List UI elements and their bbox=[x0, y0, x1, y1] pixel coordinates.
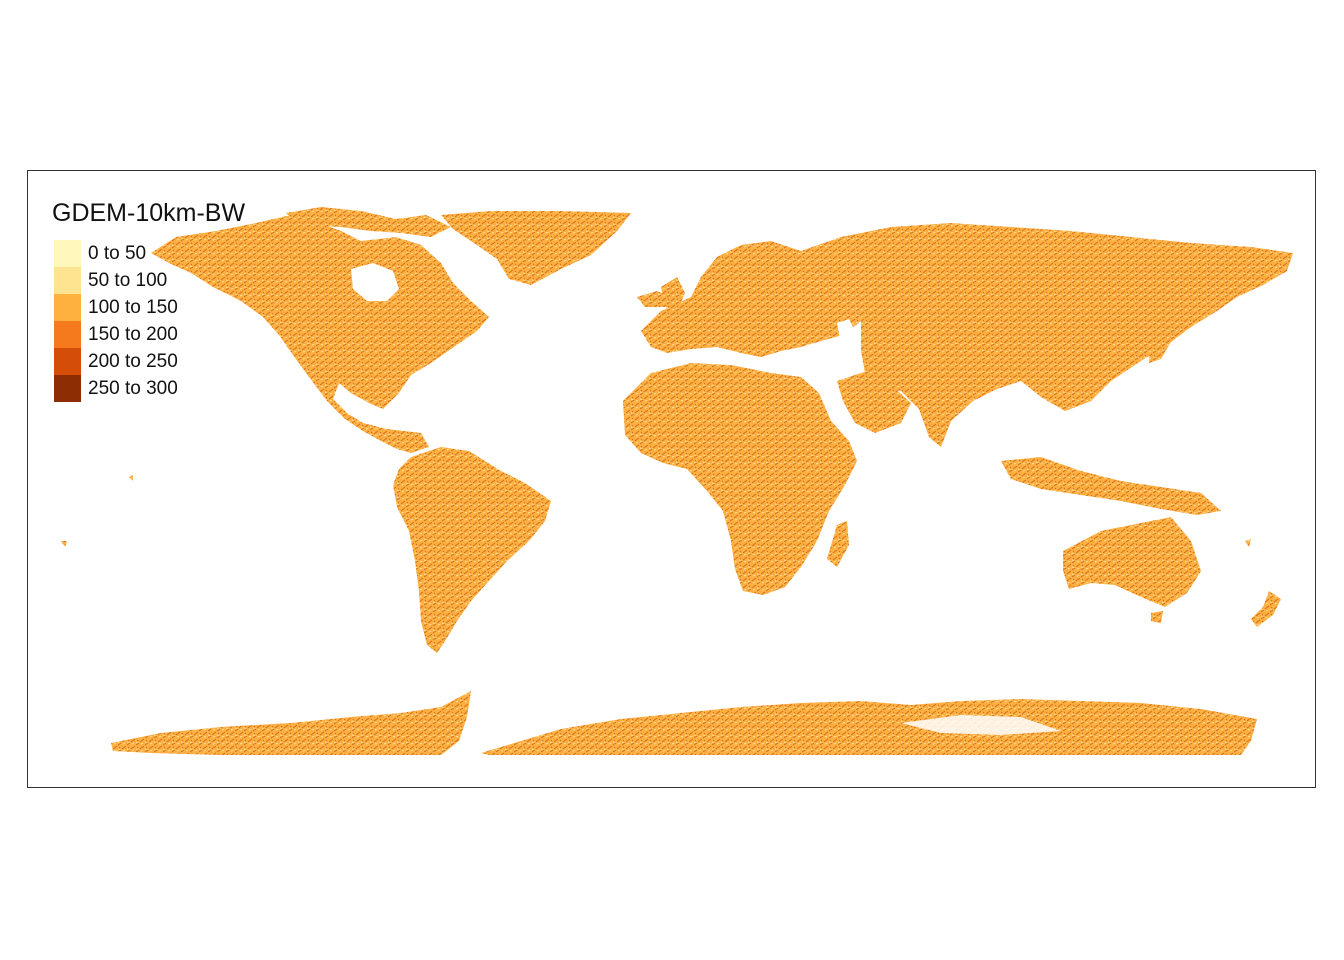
small-island bbox=[1245, 539, 1251, 547]
africa bbox=[623, 363, 857, 595]
legend-swatch bbox=[54, 240, 81, 267]
legend-label: 150 to 200 bbox=[88, 324, 178, 345]
japan bbox=[1149, 319, 1175, 363]
map-frame: GDEM-10km-BW 0 to 50 50 to 100 100 to 150 1… bbox=[27, 170, 1316, 788]
british-isles bbox=[661, 277, 685, 311]
antarctica-west bbox=[111, 691, 471, 755]
australia bbox=[1063, 517, 1201, 607]
tasmania bbox=[1151, 611, 1163, 623]
maritime-southeast-asia bbox=[1001, 457, 1221, 515]
small-island bbox=[61, 541, 67, 547]
europe bbox=[641, 241, 861, 357]
new-zealand bbox=[1251, 591, 1281, 627]
legend-label: 100 to 150 bbox=[88, 297, 178, 318]
legend-label: 250 to 300 bbox=[88, 378, 178, 399]
legend-label: 200 to 250 bbox=[88, 351, 178, 372]
legend-label: 50 to 100 bbox=[88, 270, 168, 291]
legend-swatch bbox=[54, 267, 81, 294]
asia bbox=[801, 223, 1293, 447]
legend-swatch bbox=[54, 375, 81, 402]
arctic-islands bbox=[286, 207, 451, 237]
legend-label: 0 to 50 bbox=[88, 243, 147, 264]
small-island bbox=[129, 475, 133, 481]
legend-swatch bbox=[54, 294, 81, 321]
land-masses bbox=[61, 207, 1293, 755]
antarctica-ice-gap bbox=[901, 715, 1061, 735]
antarctica-east bbox=[481, 699, 1257, 755]
iceland bbox=[637, 291, 671, 307]
caspian-sea bbox=[837, 319, 857, 353]
arabian-peninsula bbox=[837, 371, 911, 433]
world-hillshade-map bbox=[61, 207, 1293, 755]
madagascar bbox=[827, 521, 849, 567]
greenland bbox=[441, 211, 631, 285]
legend-swatch bbox=[54, 321, 81, 348]
north-america bbox=[151, 215, 489, 453]
legend-swatch bbox=[54, 348, 81, 375]
hudson-bay bbox=[351, 263, 399, 301]
south-america bbox=[393, 447, 551, 653]
legend-title: GDEM-10km-BW bbox=[52, 199, 246, 227]
